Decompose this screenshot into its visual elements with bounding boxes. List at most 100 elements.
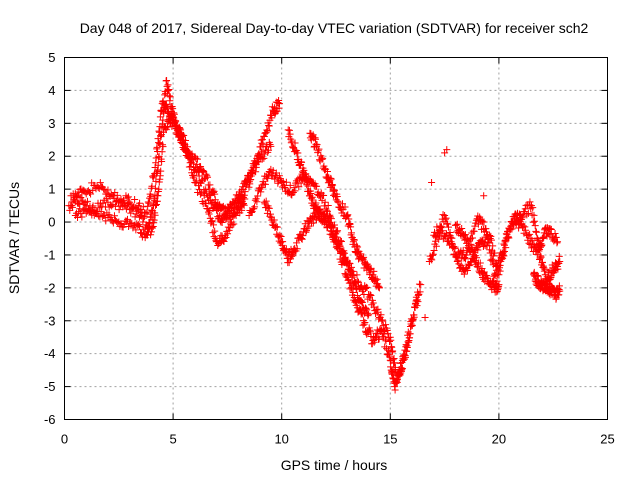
data-point — [353, 242, 361, 250]
data-point — [265, 204, 273, 212]
tick-marks — [64, 57, 608, 420]
data-point — [275, 237, 283, 245]
data-point — [254, 192, 262, 200]
data-point — [387, 363, 395, 371]
data-point — [353, 285, 361, 293]
data-point — [487, 249, 495, 257]
data-point — [266, 141, 274, 149]
data-point — [437, 223, 445, 231]
data-point — [389, 368, 397, 376]
data-point — [315, 205, 323, 213]
data-point — [415, 280, 423, 288]
data-point — [221, 234, 229, 242]
data-point — [432, 232, 440, 240]
data-point — [533, 250, 541, 258]
data-point — [449, 243, 457, 251]
data-point — [145, 199, 153, 207]
data-point — [77, 194, 85, 202]
data-point — [335, 239, 343, 247]
data-point — [386, 353, 394, 361]
data-point — [348, 272, 356, 280]
data-point — [458, 224, 466, 232]
data-point — [157, 167, 165, 175]
data-point — [537, 253, 545, 261]
data-point — [464, 236, 472, 244]
data-point — [294, 149, 302, 157]
data-point — [463, 267, 471, 275]
data-point — [350, 236, 358, 244]
data-point — [192, 154, 200, 162]
data-point — [481, 225, 489, 233]
data-point — [320, 191, 328, 199]
data-point — [114, 196, 122, 204]
data-point — [258, 139, 266, 147]
data-point — [408, 322, 416, 330]
data-point — [358, 298, 366, 306]
data-point — [530, 211, 538, 219]
data-point — [370, 267, 378, 275]
data-point — [251, 160, 259, 168]
data-point — [153, 201, 160, 209]
data-point — [328, 227, 336, 235]
data-point — [362, 305, 370, 313]
data-point — [373, 308, 381, 316]
data-point — [492, 272, 500, 280]
data-point — [193, 177, 201, 185]
data-point — [153, 197, 161, 205]
data-point — [183, 152, 191, 160]
data-point — [444, 223, 452, 231]
data-point — [347, 223, 355, 231]
data-point — [518, 214, 526, 222]
data-point — [360, 291, 368, 299]
data-point — [252, 163, 260, 171]
data-point — [519, 212, 527, 220]
data-point — [535, 247, 543, 255]
data-point — [206, 207, 214, 215]
data-point — [140, 214, 148, 222]
data-point — [534, 243, 542, 251]
data-point — [336, 242, 344, 250]
data-point — [509, 219, 517, 227]
data-point — [327, 223, 335, 231]
data-point — [379, 316, 387, 324]
data-point — [389, 347, 397, 355]
data-point — [534, 235, 542, 243]
data-point — [483, 231, 491, 239]
data-point — [434, 228, 442, 236]
data-point — [462, 265, 470, 273]
data-point — [288, 137, 296, 145]
data-point — [405, 334, 413, 342]
x-tick-label: 0 — [61, 432, 68, 447]
data-point — [406, 330, 414, 338]
data-point — [127, 219, 135, 227]
data-point — [258, 136, 266, 144]
data-point — [534, 272, 542, 280]
data-point — [555, 282, 563, 290]
data-point — [206, 197, 214, 205]
data-point — [430, 247, 438, 255]
data-point — [295, 183, 303, 191]
data-point — [220, 205, 228, 213]
data-point — [200, 192, 208, 200]
data-point — [314, 147, 322, 155]
data-point — [131, 195, 139, 203]
data-point — [111, 202, 119, 210]
data-point — [178, 130, 186, 138]
y-tick-label: 0 — [48, 215, 55, 230]
data-point — [471, 222, 479, 230]
data-point — [160, 104, 168, 112]
data-point — [345, 266, 353, 274]
data-point — [361, 285, 369, 293]
data-point — [314, 188, 322, 196]
data-point — [447, 234, 455, 242]
data-point — [104, 186, 112, 194]
data-point — [203, 172, 211, 180]
data-point — [195, 182, 203, 190]
data-point — [529, 248, 537, 256]
data-point — [366, 291, 374, 299]
data-point — [96, 179, 104, 187]
x-tick-label: 15 — [383, 432, 397, 447]
y-tick-label: -4 — [44, 346, 56, 361]
data-point — [245, 183, 253, 191]
data-point — [505, 234, 513, 242]
